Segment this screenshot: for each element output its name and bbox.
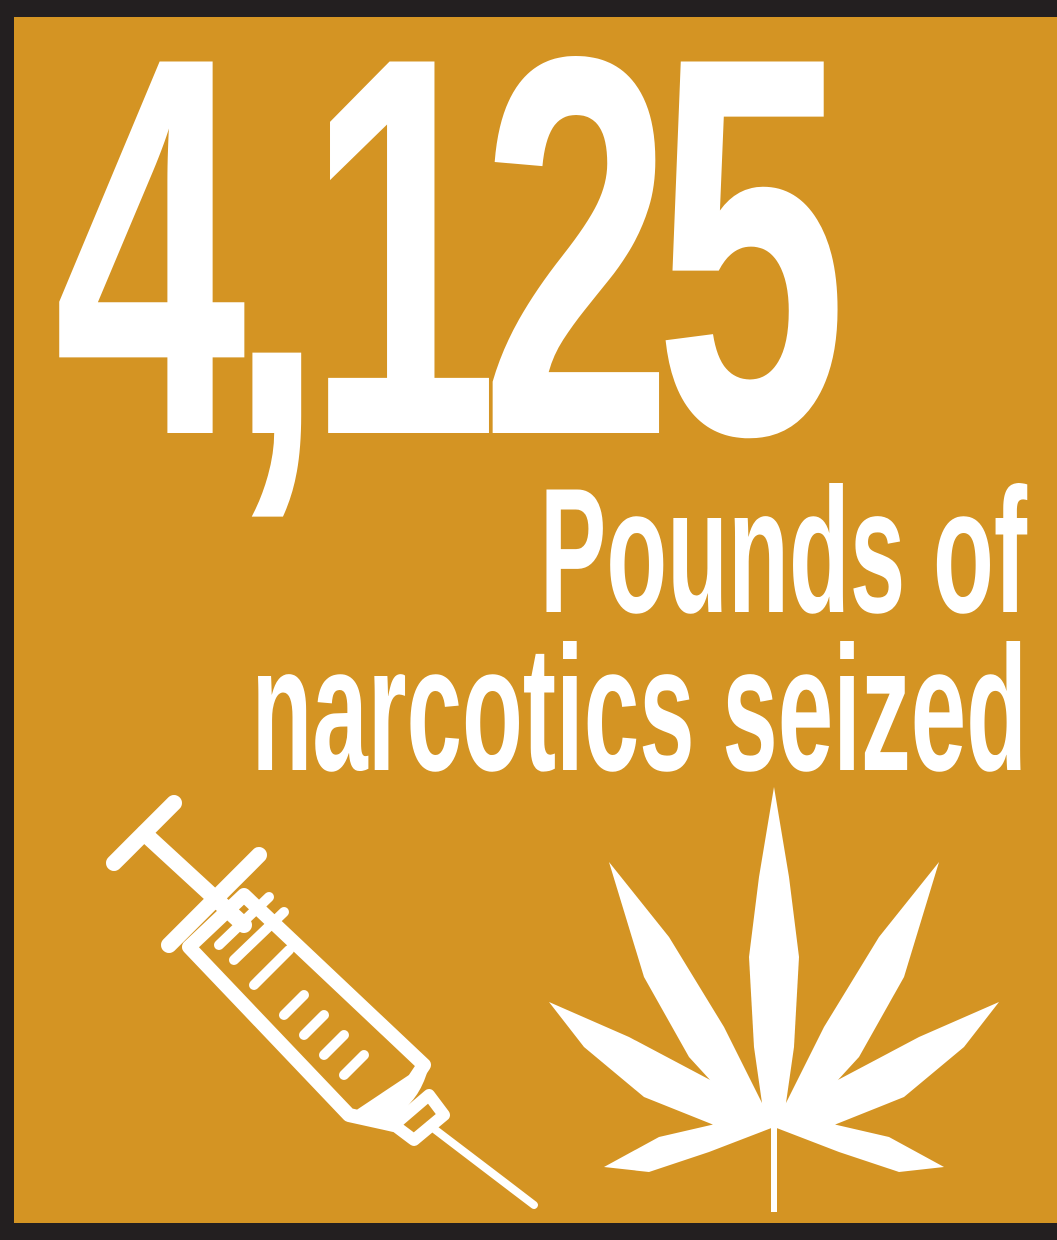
caption-line-1: Pounds of bbox=[539, 451, 1027, 650]
stat-card: 4,125 Pounds of narcotics seized bbox=[14, 17, 1057, 1223]
stat-number: 4,125 bbox=[54, 17, 847, 548]
stat-caption: Pounds of narcotics seized bbox=[14, 451, 1027, 808]
cannabis-leaf-icon bbox=[549, 787, 999, 1212]
caption-line-2: narcotics seized bbox=[251, 609, 1027, 808]
syringe-icon bbox=[106, 795, 538, 1209]
